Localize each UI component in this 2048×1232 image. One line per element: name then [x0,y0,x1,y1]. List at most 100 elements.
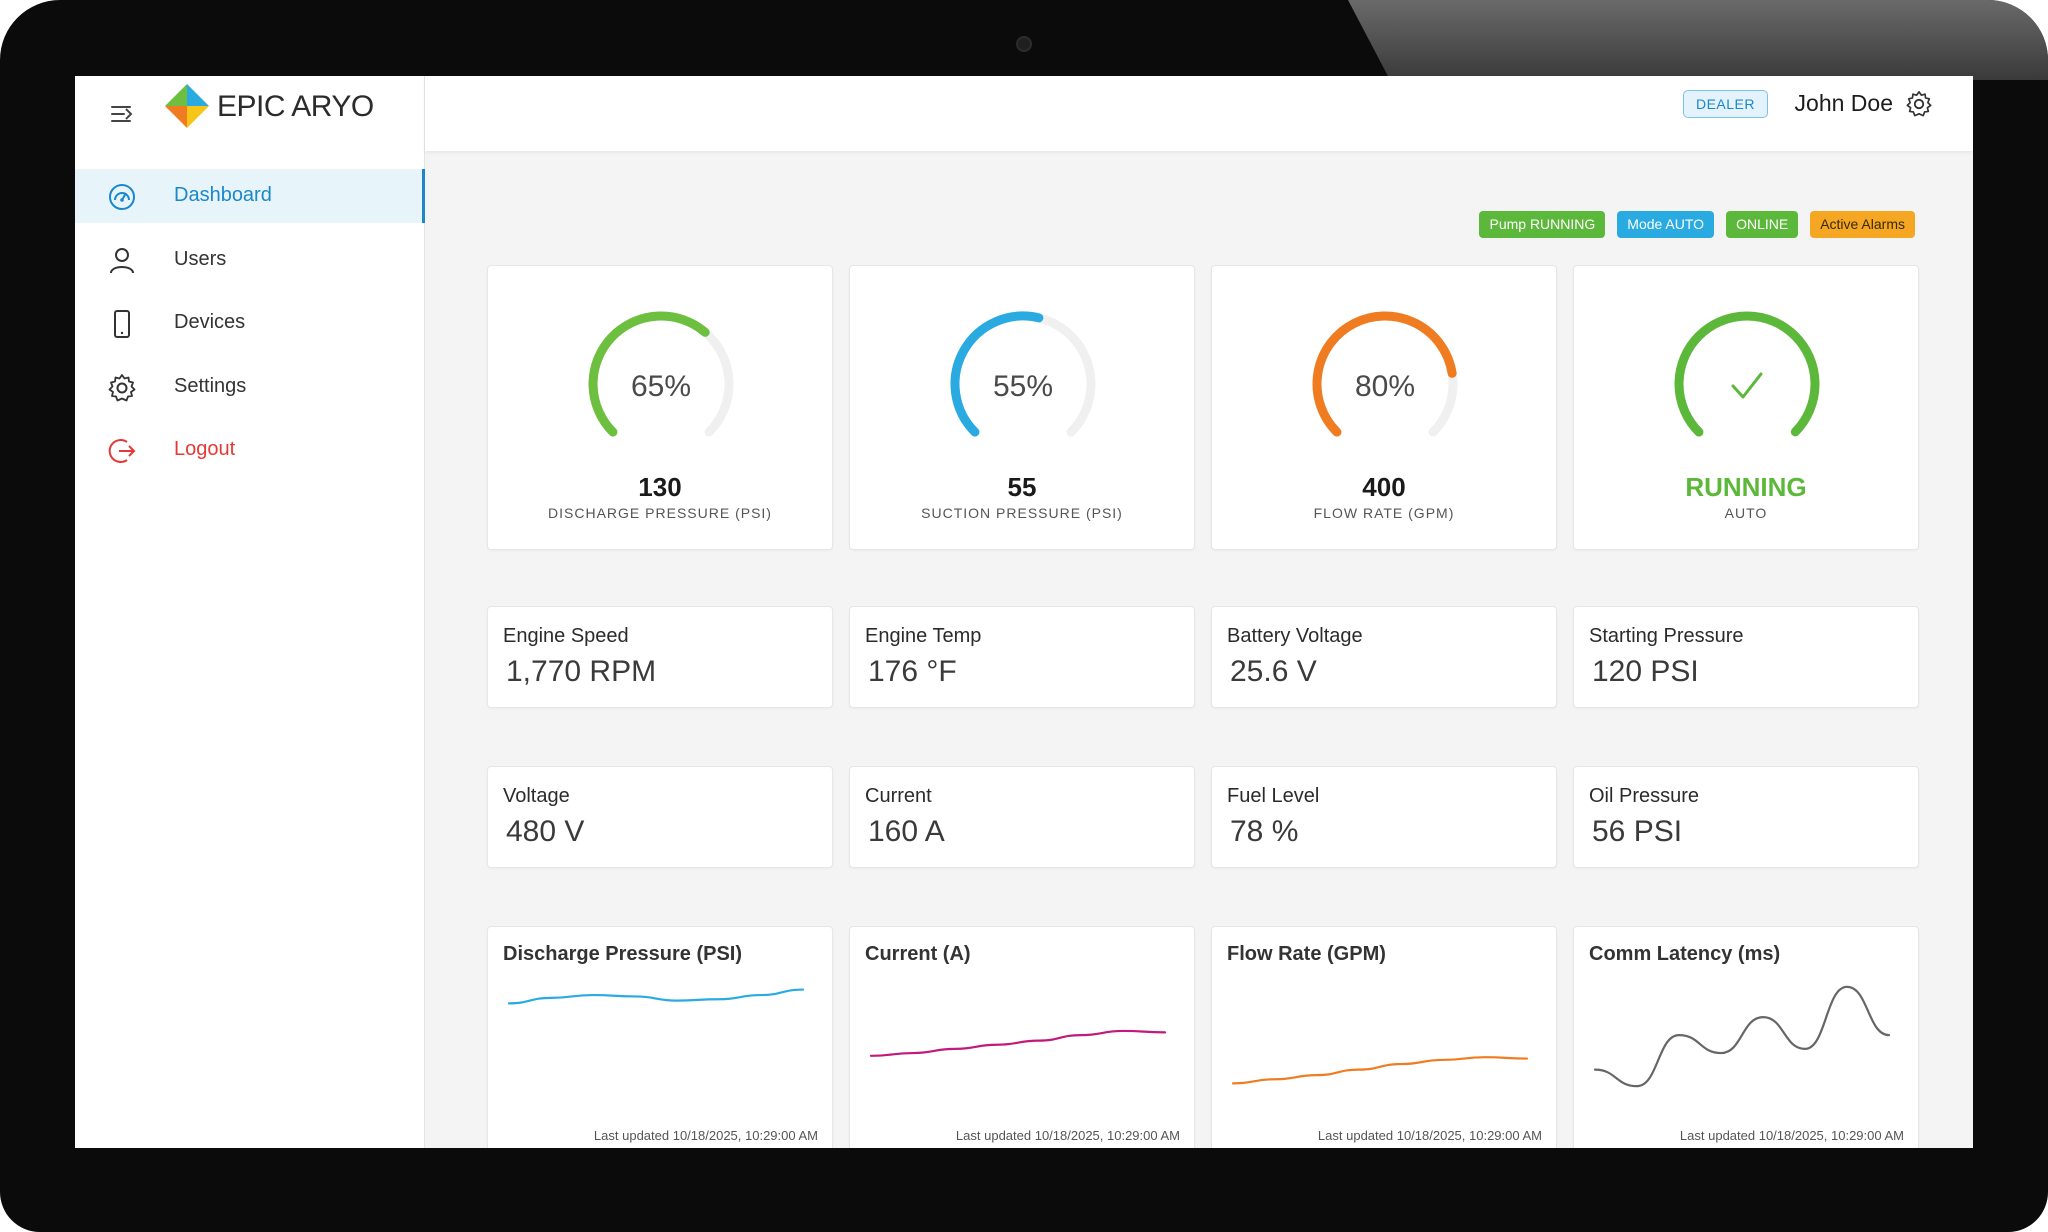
role-badge: DEALER [1682,90,1768,118]
gauge-label: SUCTION PRESSURE (PSI) [921,505,1123,521]
sidebar-item-label: Devices [174,311,246,333]
pump-mode: AUTO [1724,505,1768,521]
metric-title: Voltage [503,785,570,807]
gauge-card-status: RUNNING AUTO [1573,265,1919,550]
pump-status: RUNNING [1685,472,1807,502]
pill-active-alarms: Active Alarms [1810,211,1915,238]
pill-pump-running: Pump RUNNING [1479,211,1606,238]
settings-gear-icon[interactable] [1905,90,1933,118]
sidebar-nav: Dashboard Users Devices [75,169,425,487]
gauge-card-flow: 80% 400 FLOW RATE (GPM) [1211,265,1557,550]
sidebar: EPIC ARYO Dashboard [75,76,425,1148]
chart-title: Current (A) [865,943,971,965]
gauge-label: FLOW RATE (GPM) [1313,505,1455,521]
metric-title: Engine Speed [503,625,629,647]
pill-mode-auto: Mode AUTO [1617,211,1715,238]
sparkline-path [869,1029,1167,1057]
metric-title: Starting Pressure [1589,625,1744,647]
gear-icon [108,373,136,401]
gauge-suction: 55% [950,311,1096,437]
metric-value: 1,770 RPM [506,655,657,688]
gauge-discharge: 65% [588,311,734,437]
sparkline-comm-latency [1593,985,1891,1088]
metric-value: 480 V [506,815,585,848]
sidebar-item-devices[interactable]: Devices [75,296,425,350]
sidebar-item-label: Settings [174,374,247,397]
metric-title: Battery Voltage [1227,625,1363,647]
menu-toggle-icon[interactable] [111,104,133,124]
sparkline-flow-rate [1231,1056,1529,1085]
metric-card-starting-pressure: Starting Pressure 120 PSI [1573,606,1919,708]
device-icon [114,310,130,338]
bezel-highlight [1348,0,2048,80]
metric-title: Fuel Level [1227,785,1320,807]
gauge-fill [1674,311,1820,437]
gauge-fill [950,311,1044,437]
logo-icon [165,84,209,128]
gauge-value: 55 [1007,472,1037,502]
chart-title: Discharge Pressure (PSI) [503,943,742,965]
metric-card-engine-speed: Engine Speed 1,770 RPM [487,606,833,708]
brand-name: EPIC ARYO [217,90,374,123]
sparkline-path [507,988,805,1005]
gauge-card-suction: 55% 55 SUCTION PRESSURE (PSI) [849,265,1195,550]
gauge-card-discharge: 65% 130 DISCHARGE PRESSURE (PSI) [487,265,833,550]
gauge-percent: 55% [993,370,1053,403]
sparkline-path [1593,985,1891,1088]
sidebar-item-label: Logout [174,438,236,460]
chart-card-comm-latency: Comm Latency (ms) Last updated 10/18/202… [1573,926,1919,1148]
metric-value: 160 A [868,815,945,848]
metric-card-fuel-level: Fuel Level 78 % [1211,766,1557,868]
gauge-status [1674,311,1820,437]
chart-card-discharge-pressure: Discharge Pressure (PSI) Last updated 10… [487,926,833,1148]
dashboard-icon [109,184,135,210]
metric-title: Oil Pressure [1589,785,1700,807]
gauge-flow: 80% [1312,311,1458,437]
sidebar-item-users[interactable]: Users [75,233,425,287]
user-name[interactable]: John Doe [1794,90,1893,116]
gauge-percent: 80% [1355,370,1415,403]
pill-online: ONLINE [1726,211,1799,238]
sparkline-current [869,1029,1167,1057]
sidebar-item-label: Users [174,247,227,270]
sparkline-discharge-pressure [507,988,805,1005]
gauge-label: DISCHARGE PRESSURE (PSI) [548,505,772,521]
status-pills: Pump RUNNING Mode AUTO ONLINE Active Ala… [1479,211,1915,238]
sidebar-item-settings[interactable]: Settings [75,360,425,414]
top-bar: DEALER John Doe [425,76,1973,151]
sidebar-item-dashboard[interactable]: Dashboard [75,169,425,223]
screen: EPIC ARYO Dashboard [75,76,1973,1148]
chart-updated: Last updated 10/18/2025, 10:29:00 AM [1679,1128,1904,1143]
chart-updated: Last updated 10/18/2025, 10:29:00 AM [593,1128,818,1143]
metric-title: Engine Temp [865,625,982,647]
sparkline-path [1231,1056,1529,1085]
chart-updated: Last updated 10/18/2025, 10:29:00 AM [955,1128,1180,1143]
sidebar-item-logout[interactable]: Logout [75,423,425,477]
gauge-fill [588,311,710,437]
gauge-value: 400 [1362,472,1406,502]
logout-icon [108,439,136,463]
metric-card-voltage: Voltage 480 V [487,766,833,868]
metric-value: 176 °F [868,655,957,688]
webcam [1016,36,1032,52]
metric-title: Current [865,785,932,807]
gauge-value: 130 [638,472,682,502]
metric-value: 56 PSI [1592,815,1683,848]
metric-value: 78 % [1230,815,1299,848]
metric-card-engine-temp: Engine Temp 176 °F [849,606,1195,708]
chart-title: Flow Rate (GPM) [1227,943,1386,965]
gauge-fill [1312,311,1457,437]
metric-value: 25.6 V [1230,655,1317,688]
brand-bar: EPIC ARYO [75,76,425,151]
metric-value: 120 PSI [1592,655,1699,688]
metric-card-oil-pressure: Oil Pressure 56 PSI [1573,766,1919,868]
gauge-percent: 65% [631,370,691,403]
sidebar-item-label: Dashboard [174,184,272,206]
chart-updated: Last updated 10/18/2025, 10:29:00 AM [1317,1128,1542,1143]
user-icon [110,247,134,273]
checkmark-icon [1731,372,1763,399]
metric-card-current: Current 160 A [849,766,1195,868]
chart-card-flow-rate: Flow Rate (GPM) Last updated 10/18/2025,… [1211,926,1557,1148]
metric-card-battery-voltage: Battery Voltage 25.6 V [1211,606,1557,708]
